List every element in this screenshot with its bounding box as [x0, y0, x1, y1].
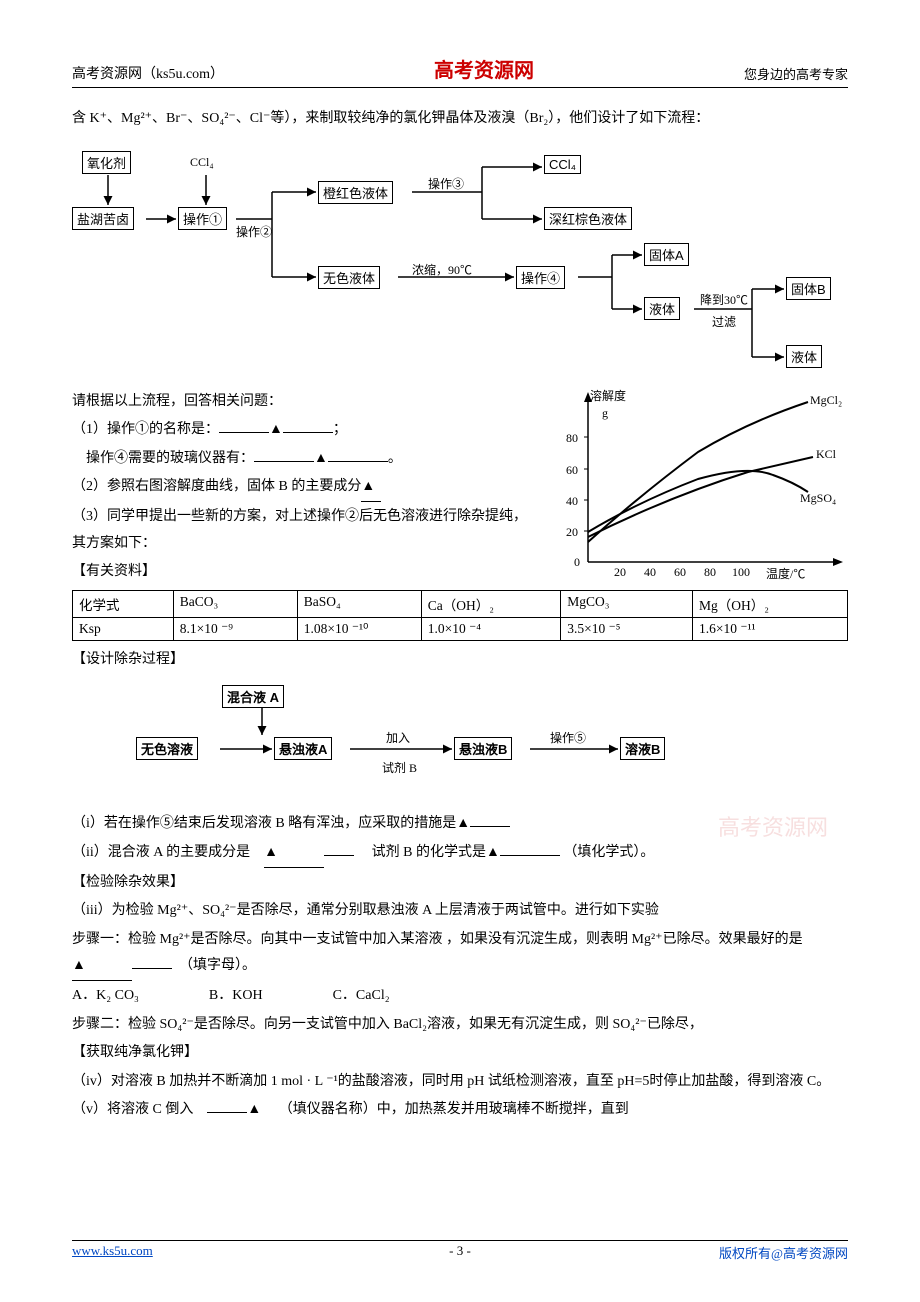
qi-text: （i）若在操作⑤结束后发现溶液 B 略有浑浊，应采取的措施是▲ — [72, 816, 470, 831]
ytick-40: 40 — [566, 494, 578, 509]
node-op4: 操作④ — [516, 266, 565, 289]
qii-a: （ii）混合液 A 的主要成分是 — [72, 845, 264, 860]
ytick-0: 0 — [574, 555, 580, 570]
header-left: 高考资源网（ks5u.com） — [72, 63, 224, 83]
label-add: 加入 — [386, 729, 410, 746]
ytick-20: 20 — [566, 525, 578, 540]
page-header: 高考资源网（ks5u.com） 高考资源网 您身边的高考专家 — [72, 54, 848, 88]
th-3: Ca（OH）₂ — [428, 598, 494, 613]
label-op2: 操作② — [236, 223, 272, 240]
q1a-end: ； — [333, 422, 347, 437]
xtick-40: 40 — [644, 565, 656, 580]
qiv: （iv）对溶液 B 加热并不断滴加 1 mol · L ⁻¹的盐酸溶液，同时用 … — [72, 1069, 848, 1096]
td-5: 1.6×10 ⁻¹¹ — [699, 621, 756, 636]
node-oxidant: 氧化剂 — [82, 151, 131, 174]
qiii-b-text: 步骤一：检验 Mg²⁺是否除尽。向其中一支试管中加入某溶液 ，如果没有沉淀生成，… — [72, 932, 817, 947]
th-0: 化学式 — [79, 598, 120, 613]
q2-text: （2）参照右图溶解度曲线，固体 B 的主要成分 — [72, 479, 361, 494]
solubility-chart: 溶解度 g 80 60 40 20 0 20 40 60 80 100 温度/℃… — [548, 387, 848, 587]
xtick-60: 60 — [674, 565, 686, 580]
chart-ylabel: 溶解度 g — [590, 387, 626, 421]
qii-c: （填化学式）。 — [563, 845, 654, 860]
td-4: 3.5×10 ⁻⁵ — [567, 621, 620, 636]
label-op5: 操作⑤ — [550, 729, 586, 746]
qv: （v）将溶液 C 倒入 ▲ （填仪器名称）中，加热蒸发并用玻璃棒不断搅拌，直到 — [72, 1097, 848, 1124]
q3: （3）同学甲提出一些新的方案，对上述操作②后无色溶液进行除杂提纯，其方案如下： — [72, 504, 538, 557]
q1a-text: （1）操作①的名称是： — [72, 422, 219, 437]
td-1: 8.1×10 ⁻⁹ — [180, 621, 233, 636]
td-3: 1.0×10 ⁻⁴ — [428, 621, 481, 636]
th-1: BaCO₃ — [180, 594, 218, 609]
label-op3: 操作③ — [428, 175, 464, 192]
th-2: BaSO₄ — [304, 594, 341, 609]
table-row: 化学式 BaCO₃ BaSO₄ Ca（OH）₂ MgCO₃ Mg（OH）₂ — [73, 590, 848, 617]
watermark-text: 高考资源网 — [718, 807, 828, 849]
ref-title: 【有关资料】 — [72, 559, 538, 586]
node-colorless2: 无色溶液 — [136, 737, 198, 760]
chart-xlabel: 温度/℃ — [766, 565, 805, 582]
node-ccl4b: CCl₄ — [544, 155, 581, 174]
label-reagB: 试剂 B — [382, 759, 417, 776]
series-mgcl2: MgCl₂ — [810, 393, 842, 408]
series-mgso4: MgSO₄ — [800, 491, 836, 506]
node-solidA: 固体A — [644, 243, 689, 266]
qv-b: （填仪器名称）中，加热蒸发并用玻璃棒不断搅拌，直到 — [279, 1102, 629, 1117]
qiii-a: （iii）为检验 Mg²⁺、SO₄²⁻是否除尽，通常分别取悬浊液 A 上层清液于… — [72, 898, 848, 925]
page-footer: www.ks5u.com - 3 - 版权所有@高考资源网 — [72, 1240, 848, 1262]
label-filter: 过滤 — [712, 313, 736, 330]
label-conc: 浓缩，90℃ — [412, 261, 472, 278]
options: A．K₂ CO₃ B．KOH C．CaCl₂ — [72, 983, 848, 1010]
node-orange: 橙红色液体 — [318, 181, 393, 204]
ksp-table: 化学式 BaCO₃ BaSO₄ Ca（OH）₂ MgCO₃ Mg（OH）₂ Ks… — [72, 590, 848, 641]
header-center-logo: 高考资源网 — [434, 54, 534, 83]
node-suspA: 悬浊液A — [274, 737, 332, 760]
footer-url: www.ks5u.com — [72, 1243, 153, 1262]
td-0: Ksp — [79, 621, 101, 636]
intro-text: 含 K⁺、Mg²⁺、Br⁻、SO₄²⁻、Cl⁻等），来制取较纯净的氯化钾晶体及液… — [72, 106, 848, 133]
qi: （i）若在操作⑤结束后发现溶液 B 略有浑浊，应采取的措施是▲ 高考资源网 — [72, 811, 848, 838]
obtain-title: 【获取纯净氯化钾】 — [72, 1040, 848, 1067]
label-drop30: 降到30℃ — [700, 291, 748, 308]
node-op1: 操作① — [178, 207, 227, 230]
th-5: Mg（OH）₂ — [699, 598, 769, 613]
process-flowchart: 氧化剂 CCl₄ 盐湖苦卤 操作① 操作② 橙红色液体 操作③ CCl₄ 深红棕… — [72, 147, 848, 377]
xtick-20: 20 — [614, 565, 626, 580]
footer-copyright: 版权所有@高考资源网 — [719, 1243, 848, 1262]
qiii-b: 步骤一：检验 Mg²⁺是否除尽。向其中一支试管中加入某溶液 ，如果没有沉淀生成，… — [72, 927, 848, 981]
step2: 步骤二：检验 SO₄²⁻是否除尽。向另一支试管中加入 BaCl₂溶液，如果无有沉… — [72, 1012, 848, 1039]
ytick-60: 60 — [566, 463, 578, 478]
q1b: 操作④需要的玻璃仪器有：▲。 — [72, 446, 538, 473]
q2: （2）参照右图溶解度曲线，固体 B 的主要成分▲ — [72, 474, 538, 502]
check-title: 【检验除杂效果】 — [72, 870, 848, 897]
q1a: （1）操作①的名称是：▲； — [72, 417, 538, 444]
qii-b: 试剂 B 的化学式是▲ — [358, 845, 500, 860]
table-row: Ksp 8.1×10 ⁻⁹ 1.08×10 ⁻¹⁰ 1.0×10 ⁻⁴ 3.5×… — [73, 617, 848, 640]
ytick-80: 80 — [566, 431, 578, 446]
th-4: MgCO₃ — [567, 594, 609, 609]
q1b-text: 操作④需要的玻璃仪器有： — [72, 451, 254, 466]
qiii-c: （填字母）。 — [186, 958, 256, 973]
node-liquid: 液体 — [644, 297, 680, 320]
node-darkred: 深红棕色液体 — [544, 207, 632, 230]
xtick-80: 80 — [704, 565, 716, 580]
footer-page: - 3 - — [449, 1243, 471, 1259]
node-solidB: 固体B — [786, 277, 831, 300]
q-intro: 请根据以上流程，回答相关问题： — [72, 389, 538, 416]
node-mixA: 混合液 A — [222, 685, 284, 708]
series-kcl: KCl — [816, 447, 836, 462]
node-brine: 盐湖苦卤 — [72, 207, 134, 230]
header-right: 您身边的高考专家 — [744, 64, 848, 83]
node-colorless: 无色液体 — [318, 266, 380, 289]
node-suspB: 悬浊液B — [454, 737, 512, 760]
design-title: 【设计除杂过程】 — [72, 647, 848, 674]
q1b-end: 。 — [388, 451, 402, 466]
node-ccl4-label: CCl₄ — [190, 155, 214, 170]
xtick-100: 100 — [732, 565, 750, 580]
td-2: 1.08×10 ⁻¹⁰ — [304, 621, 369, 636]
qv-a: （v）将溶液 C 倒入 — [72, 1102, 207, 1117]
node-solB: 溶液B — [620, 737, 665, 760]
node-liquid2: 液体 — [786, 345, 822, 368]
purify-flowchart: 混合液 A 无色溶液 悬浊液A 加入 试剂 B 悬浊液B 操作⑤ 溶液B — [72, 679, 848, 799]
